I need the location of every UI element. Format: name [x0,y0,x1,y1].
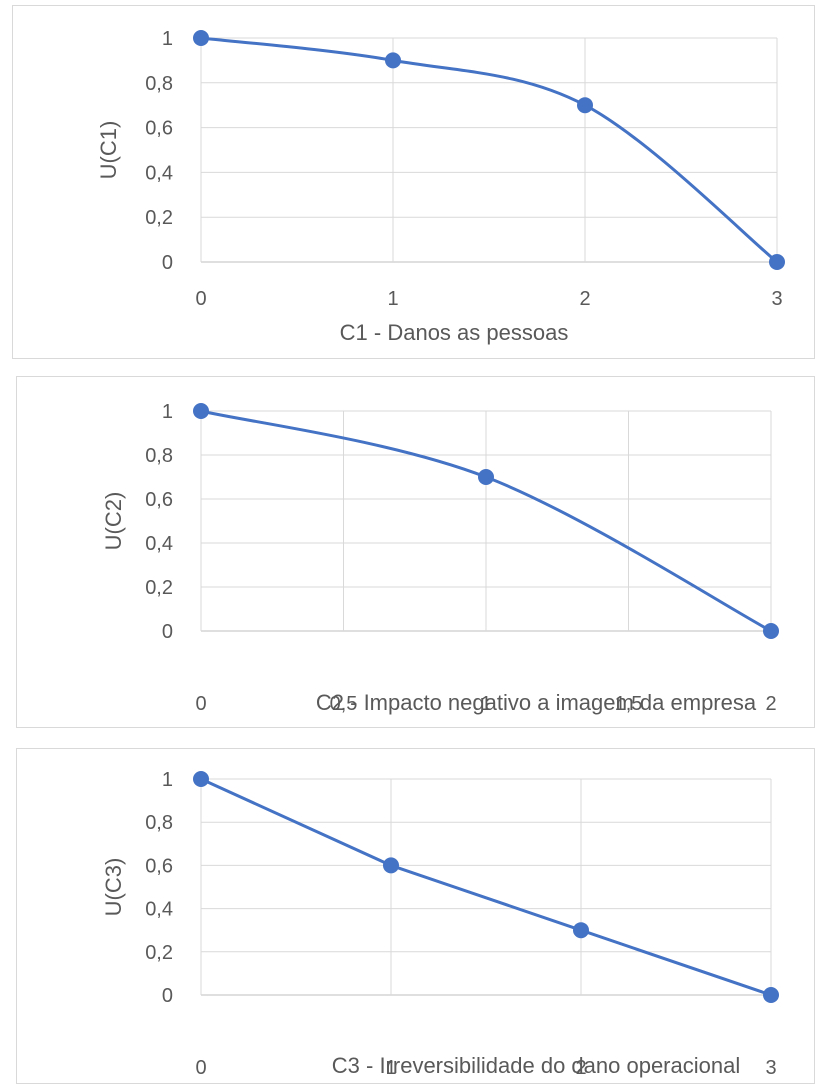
chart2-y-axis-title: U(C2) [101,492,126,551]
chart2-x-tick-label: 0 [195,693,206,715]
chart1-data-point [193,30,209,46]
chart1-data-point [577,97,593,114]
chart2-x-tick-label: 1,5 [615,693,643,715]
chart3-x-tick-label: 1 [385,1057,396,1079]
chart2-y-tick-label: 0 [162,621,173,643]
chart3-data-point [383,857,399,874]
chart-panel-c2 [16,376,815,728]
chart1-x-tick-label: 3 [771,288,782,310]
chart3-data-point [193,771,209,787]
chart1-x-axis-title: C1 - Danos as pessoas [340,320,569,345]
chart2-x-tick-label: 0,5 [330,693,358,715]
chart3-series-line [199,777,773,997]
chart3-y-tick-label: 0,8 [145,812,173,834]
chart2-data-point [193,403,209,419]
chart1-y-tick-label: 0,6 [145,118,173,140]
chart3-x-tick-label: 0 [195,1057,206,1079]
chart1-y-axis-title: U(C1) [96,121,121,180]
chart3-data-point [573,922,589,939]
chart3-y-tick-label: 1 [162,769,173,791]
chart1-x-tick-label: 2 [579,288,590,310]
chart2-y-tick-label: 1 [162,401,173,423]
chart3-x-tick-label: 2 [575,1057,586,1079]
chart3-y-axis-title: U(C3) [101,858,126,917]
chart1-y-tick-label: 0,4 [145,162,173,184]
chart1-y-tick-label: 0,8 [145,73,173,95]
chart1-y-tick-label: 1 [162,28,173,50]
chart2-x-tick-label: 2 [765,693,776,715]
chart3-y-tick-label: 0,2 [145,942,173,964]
chart2-data-point [763,623,779,639]
chart1-x-tick-label: 0 [195,288,206,310]
chart1-y-tick-label: 0,2 [145,207,173,229]
chart2-y-tick-label: 0,2 [145,577,173,599]
chart2-y-tick-label: 0,6 [145,489,173,511]
chart3-y-tick-label: 0 [162,985,173,1007]
chart3-x-tick-label: 3 [765,1057,776,1079]
chart1-data-point [769,254,785,270]
chart2-y-tick-label: 0,4 [145,533,173,555]
chart3-y-tick-label: 0,4 [145,899,173,921]
chart2-data-point [478,469,494,485]
chart1-y-tick-label: 0 [162,252,173,274]
chart2-x-tick-label: 1 [480,693,491,715]
chart3-x-axis-title: C3 - Irreversibilidade do dano operacion… [332,1053,740,1078]
chart2-y-tick-label: 0,8 [145,445,173,467]
chart1-series-line [199,36,779,264]
chart1-data-point [385,52,401,69]
chart1-x-tick-label: 1 [387,288,398,310]
chart2-x-axis-title: C2 - Impacto negativo a imagem da empres… [316,690,757,715]
chart3-y-tick-label: 0,6 [145,855,173,877]
chart3-data-point [763,987,779,1003]
